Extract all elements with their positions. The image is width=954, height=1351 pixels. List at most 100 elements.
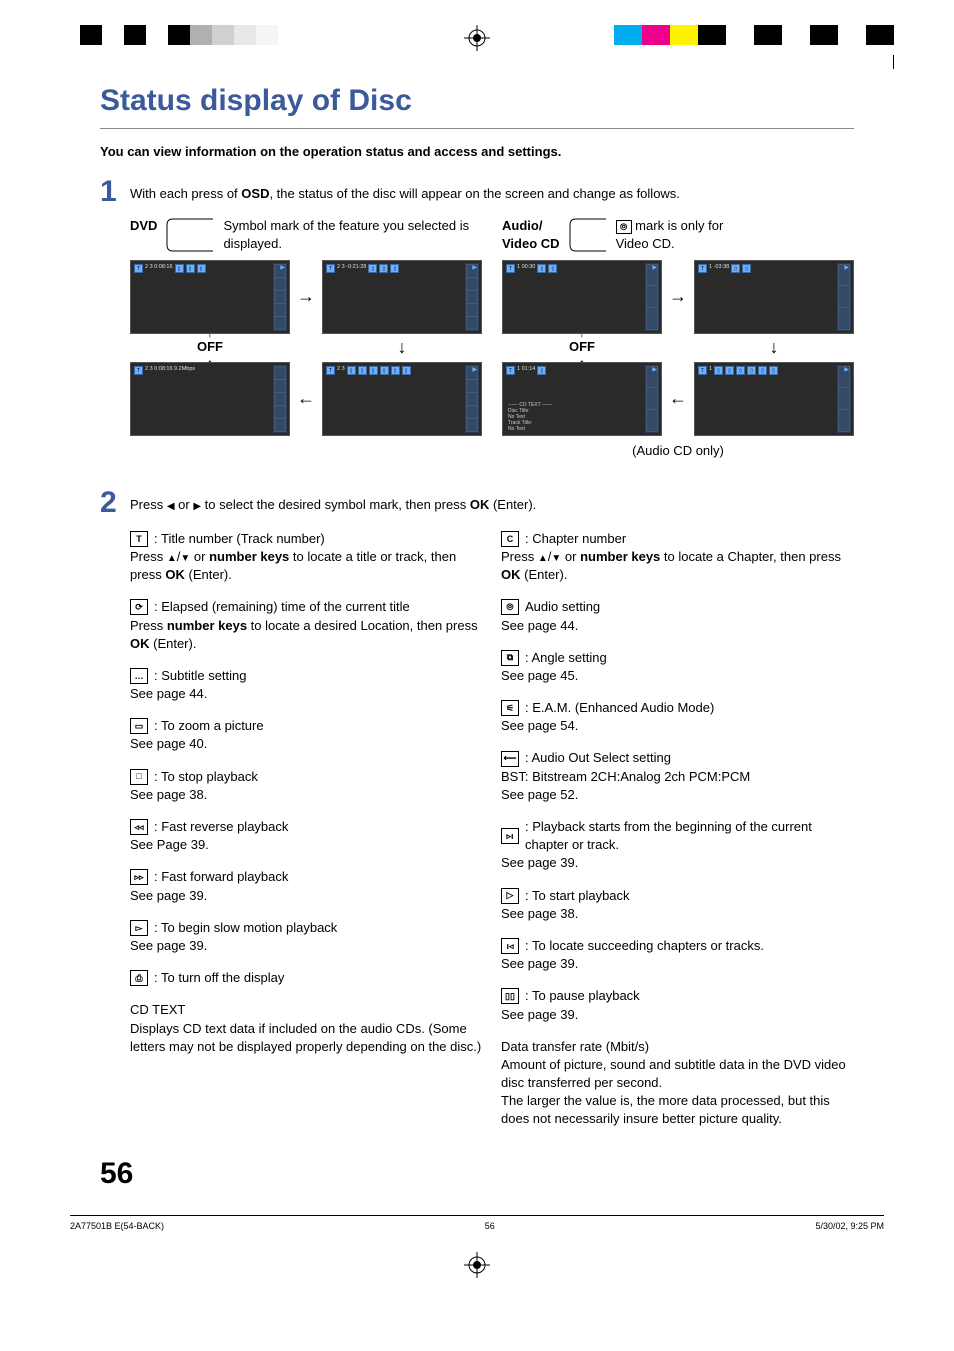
step2-c: to select the desired symbol mark, then …: [201, 497, 470, 512]
osd-diagram: DVD Symbol mark of the feature you selec…: [130, 217, 854, 476]
item-body-text: See Page 39.: [130, 836, 483, 854]
reference-item: □ : To stop playbackSee page 38.: [130, 768, 483, 804]
step1-key: OSD: [241, 186, 269, 201]
symbol-icon: ⦾: [501, 599, 519, 615]
item-body-text: See page 52.: [501, 786, 854, 804]
title-rule: [100, 128, 854, 129]
footer-right: 5/30/02, 9:25 PM: [815, 1220, 884, 1233]
left-triangle-icon: [167, 497, 175, 512]
item-head-text: : Elapsed (remaining) time of the curren…: [154, 598, 410, 616]
reference-item: ı◃ : To locate succeeding chapters or tr…: [501, 937, 854, 973]
arrow-right-icon: →: [294, 284, 318, 309]
crop-tick: [893, 55, 894, 69]
item-head-text: CD TEXT: [130, 1001, 185, 1019]
reference-item: ⧉: Angle settingSee page 45.: [501, 649, 854, 685]
page-content: Status display of Disc You can view info…: [0, 80, 954, 1195]
reference-item: ⟳ : Elapsed (remaining) time of the curr…: [130, 598, 483, 653]
item-body-text: See page 38.: [501, 905, 854, 923]
page-title: Status display of Disc: [100, 80, 854, 122]
reference-item: …: Subtitle settingSee page 44.: [130, 667, 483, 703]
step2-d: (Enter).: [489, 497, 536, 512]
step2-ok: OK: [470, 497, 490, 512]
symbol-icon: ▹ı: [501, 828, 519, 844]
audio-cd-only-note: (Audio CD only): [502, 442, 854, 460]
symbol-icon: ▷: [501, 888, 519, 904]
item-head-text: : Title number (Track number): [154, 530, 325, 548]
page-number: 56: [100, 1153, 854, 1195]
reference-item: ⎙: To turn off the display: [130, 969, 483, 987]
symbol-icon: ▯▯: [501, 988, 519, 1004]
symbol-icon: ⎙: [130, 970, 148, 986]
avcd-note: ⦾ mark is only for Video CD.: [616, 217, 854, 253]
reference-item: ▷ : To start playbackSee page 38.: [501, 887, 854, 923]
step1-text-a: With each press of: [130, 186, 241, 201]
bracket-icon: [165, 217, 215, 253]
avcd-osd-2: T1 -03:38▯▯ ▶: [694, 260, 854, 334]
item-body-text: See page 44.: [501, 617, 854, 635]
registration-target-bottom: [0, 1252, 954, 1283]
arrow-down-icon: ↓: [694, 335, 854, 360]
reference-item: ◃◃ : Fast reverse playbackSee Page 39.: [130, 818, 483, 854]
item-body-text: Displays CD text data if included on the…: [130, 1020, 483, 1056]
item-body-text: See page 39.: [130, 937, 483, 955]
item-body-text: The larger the value is, the more data p…: [501, 1092, 854, 1128]
symbol-icon: C: [501, 531, 519, 547]
arrow-down-icon: ↓: [322, 335, 482, 360]
item-head-text: : Fast reverse playback: [154, 818, 288, 836]
item-head-text: : Subtitle setting: [154, 667, 247, 685]
symbol-icon: ⟳: [130, 599, 148, 615]
item-body-text: See page 39.: [501, 1006, 854, 1024]
footer-left: 2A77501B E(54-BACK): [70, 1220, 164, 1233]
colorbar-left: [80, 25, 278, 45]
item-head-text: : Audio Out Select setting: [525, 749, 671, 767]
reference-item: T : Title number (Track number)Press / o…: [130, 530, 483, 585]
item-body-text: See page 39.: [501, 955, 854, 973]
item-head-text: : Fast forward playback: [154, 868, 288, 886]
item-head-text: : Chapter number: [525, 530, 626, 548]
symbol-icon: ▭: [130, 718, 148, 734]
reference-item: CD TEXTDisplays CD text data if included…: [130, 1001, 483, 1056]
reference-item: ⟵: Audio Out Select settingBST: Bitstrea…: [501, 749, 854, 804]
reference-item: ▹ı : Playback starts from the beginning …: [501, 818, 854, 873]
item-head-text: : To stop playback: [154, 768, 258, 786]
symbol-reference: T : Title number (Track number)Press / o…: [130, 530, 854, 1143]
step-2: 2 Press or to select the desired symbol …: [100, 488, 854, 518]
arrow-left-icon: ←: [666, 386, 690, 411]
dvd-column: DVD Symbol mark of the feature you selec…: [130, 217, 482, 476]
reference-item: ▯▯ : To pause playbackSee page 39.: [501, 987, 854, 1023]
step-number-2: 2: [100, 488, 130, 518]
avcd-osd-3: T1 01:14▯ ------ CD TEXT ------Disc Titl…: [502, 362, 662, 436]
item-body-text: Press number keys to locate a desired Lo…: [130, 617, 483, 653]
avcd-osd-1: T1 00:30▯▯ ▶: [502, 260, 662, 334]
step-1-body: With each press of OSD, the status of th…: [130, 177, 854, 207]
step1-text-b: , the status of the disc will appear on …: [269, 186, 679, 201]
footer-center: 56: [485, 1220, 495, 1233]
right-column: C : Chapter numberPress / or number keys…: [501, 530, 854, 1143]
step-number-1: 1: [100, 177, 130, 207]
item-body-text: BST: Bitstream 2CH:Analog 2ch PCM:PCM: [501, 768, 854, 786]
avcd-header: Audio/Video CD ⦾ mark is only for Video …: [502, 217, 854, 253]
dvd-label: DVD: [130, 217, 157, 235]
dvd-header: DVD Symbol mark of the feature you selec…: [130, 217, 482, 253]
off-label: OFF: [197, 339, 223, 354]
item-body-text: See page 45.: [501, 667, 854, 685]
colorbar-right: [614, 25, 894, 45]
reference-item: ⚟: E.A.M. (Enhanced Audio Mode)See page …: [501, 699, 854, 735]
item-head-text: Data transfer rate (Mbit/s): [501, 1038, 649, 1056]
item-body-text: See page 40.: [130, 735, 483, 753]
off-label: OFF: [569, 339, 595, 354]
dvd-osd-grid: T2 3 0:08:16▯▯▯ ▶ → T2 3 -0:21:28▯▯▯ ▶ ↑…: [130, 260, 482, 436]
dvd-osd-2: T2 3 -0:21:28▯▯▯ ▶: [322, 260, 482, 334]
right-triangle-icon: [193, 497, 201, 512]
avcd-column: Audio/Video CD ⦾ mark is only for Video …: [502, 217, 854, 476]
item-body-text: See page 39.: [130, 887, 483, 905]
avcd-label: Audio/Video CD: [502, 217, 560, 253]
item-body-text: See page 54.: [501, 717, 854, 735]
item-body-text: See page 44.: [130, 685, 483, 703]
dvd-osd-3: T2 3 0:08:16 9.2Mbps: [130, 362, 290, 436]
symbol-icon: ⚟: [501, 700, 519, 716]
dvd-osd-4: T2 3▯▯▯▯▯▯ ▶: [322, 362, 482, 436]
reference-item: ⦾ Audio settingSee page 44.: [501, 598, 854, 634]
item-head-text: : To pause playback: [525, 987, 640, 1005]
step-1: 1 With each press of OSD, the status of …: [100, 177, 854, 207]
